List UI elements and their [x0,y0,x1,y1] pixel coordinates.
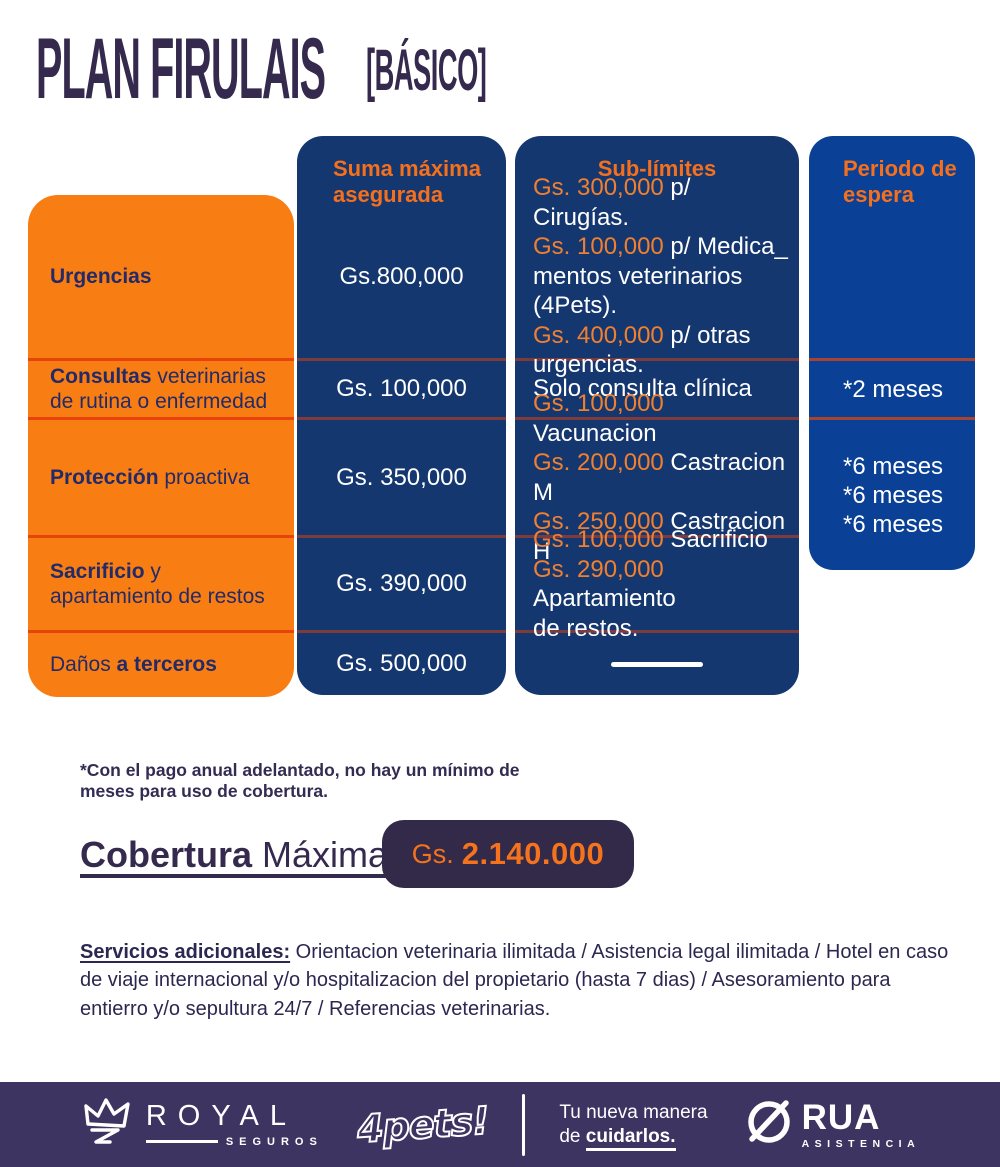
rua-circle-icon [742,1095,796,1154]
row-label-consultas: Consultas veterinarias de rutina o enfer… [28,358,294,417]
cobertura-underline [80,874,392,878]
cobertura-amount-box: Gs. 2.140.000 [382,820,634,888]
fourpets-tagline: Tu nueva manera de cuidarlos. [559,1101,708,1151]
footer-bar: ROYAL SEGUROS 4pets! Tu nueva manera de … [0,1082,1000,1167]
rua-asistencia-logo: RUA ASISTENCIA [742,1095,921,1154]
rua-subtitle: ASISTENCIA [801,1137,921,1150]
footer-divider [522,1093,526,1156]
cobertura-amount: 2.140.000 [461,836,605,871]
sublimites-cell-proteccion: Gs. 100,000 Vacunacion Gs. 200,000 Castr… [515,390,799,565]
sublimites-cell-urgencias: Gs. 300,000 p/ Cirugías. Gs. 100,000 p/ … [533,174,788,379]
fourpets-logo: 4pets! [354,1097,490,1152]
royal-rule [145,1140,218,1143]
column-header-sublimites: Sub-límites [597,156,717,181]
sublimites-cell-danos [515,630,799,695]
suma-cell: Gs.800,000 [339,262,464,290]
espera-cell-proteccion: *6 meses *6 meses *6 meses [809,417,975,570]
row-label-danos: Daños a terceros [28,630,294,697]
column-header-espera: Periodo de espera [843,156,957,207]
suma-column: Suma máxima asegurada Gs.800,000 Gs. 100… [297,136,506,695]
suma-cell: Gs. 500,000 [297,630,506,695]
servicios-adicionales: Servicios adicionales: Orientacion veter… [80,941,949,1020]
cobertura-maxima-label: Cobertura Máxima [80,834,389,875]
page-title: PLAN FIRULAIS [36,21,326,117]
row-label-proteccion: Protección proactiva [28,417,294,535]
plan-tier-badge: [BÁSICO] [366,38,487,103]
crown-icon [80,1094,138,1155]
empty-dash [611,661,703,667]
suma-cell: Gs. 350,000 [297,417,506,535]
royal-seguros-logo: ROYAL SEGUROS [80,1094,323,1155]
rua-wordmark: RUA [801,1097,881,1137]
sublimites-cell-consultas: Solo consulta clínica [515,358,799,417]
sublimites-column: Sub-límites Gs. 300,000 p/ Cirugías. Gs.… [515,136,799,695]
espera-cell-consultas: *2 meses [809,358,975,417]
column-header-suma: Suma máxima asegurada [333,156,481,207]
row-label-urgencias: Urgencias [50,264,152,288]
royal-wordmark: ROYAL [145,1099,297,1132]
row-label-sacrificio: Sacrificio y apartamiento de restos [28,535,294,630]
currency-prefix: Gs. [411,838,454,869]
sublimites-cell-sacrificio: Gs. 100,000 Sacrificio Gs. 290,000 Apart… [515,526,799,642]
suma-cell: Gs. 100,000 [297,358,506,417]
royal-subtitle: SEGUROS [225,1135,323,1148]
espera-column: Periodo de espera *2 meses *6 meses *6 m… [809,136,975,570]
coverage-labels-column: Urgencias Consultas veterinarias de ruti… [28,195,294,697]
annual-payment-note: *Con el pago anual adelantado, no hay un… [80,760,520,801]
suma-cell: Gs. 390,000 [297,535,506,630]
